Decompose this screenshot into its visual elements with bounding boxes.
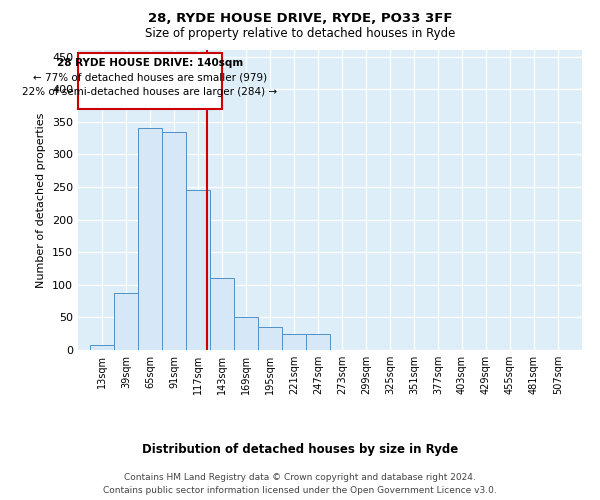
Text: 22% of semi-detached houses are larger (284) →: 22% of semi-detached houses are larger (… [22,87,278,97]
Bar [186,190,210,350]
Text: ← 77% of detached houses are smaller (979): ← 77% of detached houses are smaller (97… [33,73,267,83]
Text: Contains HM Land Registry data © Crown copyright and database right 2024.: Contains HM Land Registry data © Crown c… [124,472,476,482]
Y-axis label: Number of detached properties: Number of detached properties [37,112,46,288]
Text: Size of property relative to detached houses in Ryde: Size of property relative to detached ho… [145,28,455,40]
Bar [258,327,282,350]
Text: Distribution of detached houses by size in Ryde: Distribution of detached houses by size … [142,442,458,456]
Text: Contains public sector information licensed under the Open Government Licence v3: Contains public sector information licen… [103,486,497,495]
Bar [114,292,138,350]
Bar [210,278,234,350]
Text: 28 RYDE HOUSE DRIVE: 140sqm: 28 RYDE HOUSE DRIVE: 140sqm [57,58,243,68]
Bar [282,334,306,350]
Bar [90,345,114,350]
Bar [138,128,162,350]
Bar [234,318,258,350]
Bar [306,334,330,350]
Text: 28, RYDE HOUSE DRIVE, RYDE, PO33 3FF: 28, RYDE HOUSE DRIVE, RYDE, PO33 3FF [148,12,452,26]
Bar [162,132,186,350]
FancyBboxPatch shape [78,54,222,108]
